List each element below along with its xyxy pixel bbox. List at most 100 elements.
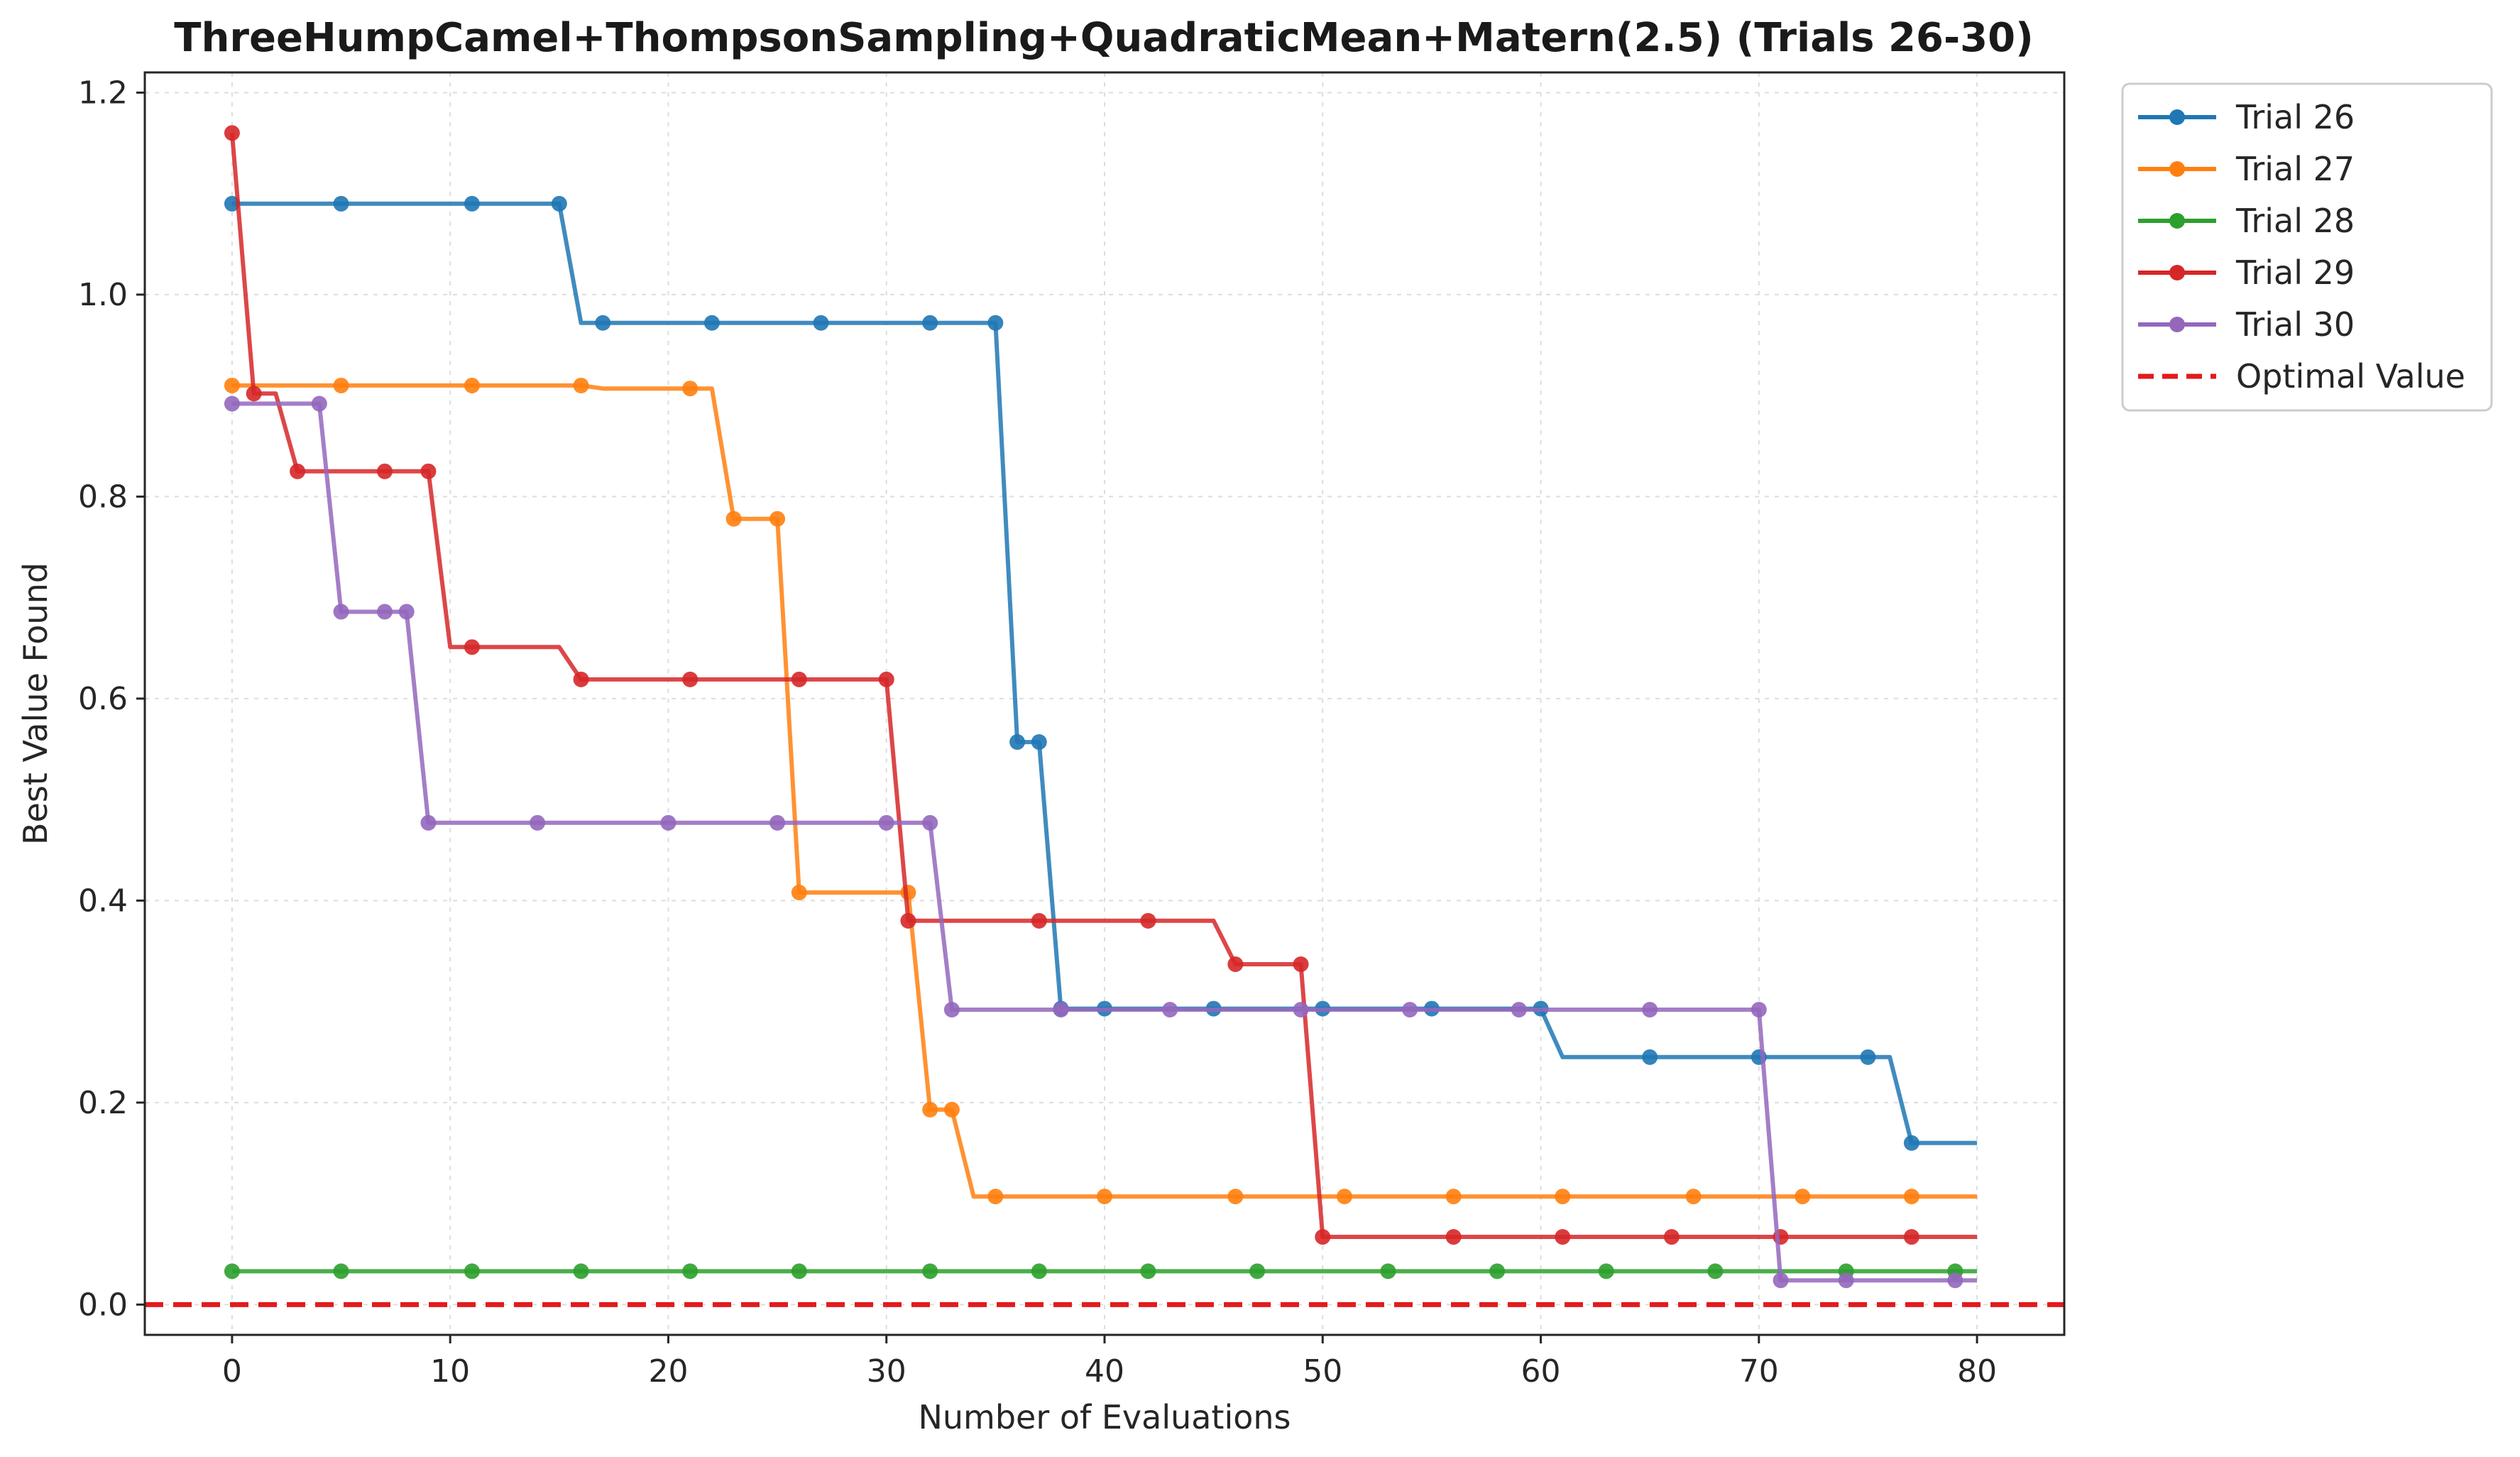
data-point-trial-26 [1860, 1049, 1876, 1065]
x-tick-label: 0 [222, 1353, 242, 1390]
data-point-trial-27 [1337, 1189, 1352, 1205]
y-tick-label: 1.0 [78, 277, 128, 313]
data-point-trial-27 [725, 511, 742, 527]
data-point-trial-27 [943, 1101, 960, 1118]
x-tick-label: 50 [1303, 1353, 1342, 1390]
data-point-trial-27 [573, 377, 589, 393]
y-axis-label: Best Value Found [16, 562, 55, 845]
data-point-trial-27 [333, 377, 349, 393]
legend-item-trial-27: Trial 27 [2138, 150, 2355, 188]
data-point-trial-29 [878, 671, 894, 687]
data-point-trial-28 [682, 1263, 699, 1279]
data-point-trial-30 [1947, 1272, 1963, 1289]
data-point-trial-29 [1315, 1229, 1331, 1245]
legend-item-trial-30: Trial 30 [2138, 305, 2355, 344]
legend-label: Trial 29 [2235, 253, 2355, 292]
data-point-trial-29 [1031, 912, 1047, 929]
series-trial-29 [224, 125, 1978, 1245]
data-point-trial-30 [1402, 1001, 1418, 1017]
legend-label: Trial 30 [2235, 305, 2355, 344]
data-point-trial-29 [246, 386, 262, 402]
data-point-trial-27 [769, 511, 786, 527]
x-tick-label: 30 [867, 1353, 906, 1390]
x-tick-label: 10 [430, 1353, 470, 1390]
x-tick-label: 20 [648, 1353, 688, 1390]
legend-label: Trial 26 [2235, 98, 2355, 136]
chart-title: ThreeHumpCamel+ThompsonSampling+Quadrati… [174, 15, 2033, 61]
data-point-trial-26 [1642, 1049, 1658, 1065]
data-point-trial-26 [1903, 1135, 1919, 1151]
data-point-trial-28 [333, 1263, 349, 1279]
data-point-trial-29 [573, 671, 589, 687]
data-point-trial-28 [464, 1263, 480, 1279]
data-point-trial-27 [1555, 1189, 1571, 1205]
data-point-trial-29 [1663, 1229, 1680, 1245]
x-tick-label: 80 [1957, 1353, 1997, 1390]
series-trial-28 [224, 1263, 1978, 1279]
data-point-trial-30 [1751, 1001, 1767, 1017]
data-point-trial-27 [1227, 1189, 1244, 1205]
y-tick-label: 0.0 [78, 1287, 128, 1323]
data-point-trial-26 [551, 195, 567, 212]
data-point-trial-29 [1903, 1229, 1919, 1245]
data-point-trial-30 [878, 814, 894, 831]
data-point-trial-26 [333, 195, 349, 212]
data-point-trial-30 [398, 604, 415, 620]
data-point-trial-26 [703, 315, 720, 331]
data-point-trial-30 [1773, 1272, 1789, 1289]
legend-label: Trial 27 [2235, 150, 2355, 188]
data-point-trial-30 [377, 604, 393, 620]
legend-items: Trial 26 Trial 27 Trial 28 Trial 29 Trial 30… [2138, 98, 2465, 395]
data-point-trial-30 [1642, 1001, 1658, 1017]
data-point-trial-27 [1685, 1189, 1702, 1205]
data-point-trial-29 [682, 671, 699, 687]
data-point-trial-29 [900, 912, 916, 929]
data-point-trial-29 [1445, 1229, 1462, 1245]
data-point-trial-27 [922, 1101, 938, 1118]
data-point-trial-28 [1598, 1263, 1614, 1279]
data-point-trial-26 [464, 195, 480, 212]
data-point-trial-30 [1293, 1001, 1309, 1017]
y-tick-label: 0.6 [78, 681, 128, 717]
x-tick-label: 70 [1739, 1353, 1779, 1390]
legend-marker [2169, 265, 2185, 280]
data-point-trial-30 [1511, 1001, 1527, 1017]
data-point-trial-27 [1097, 1189, 1112, 1205]
data-point-trial-26 [1009, 734, 1026, 751]
legend-item-trial-29: Trial 29 [2138, 253, 2355, 292]
y-tick-label: 1.2 [78, 75, 128, 111]
x-tick-label: 40 [1085, 1353, 1124, 1390]
grid-lines [145, 72, 2064, 1335]
data-point-trial-28 [922, 1263, 938, 1279]
y-tick-label: 0.4 [78, 883, 128, 919]
legend-marker [2169, 213, 2185, 229]
data-point-trial-27 [987, 1189, 1004, 1205]
legend-label: Trial 28 [2235, 202, 2355, 240]
data-point-trial-27 [1903, 1189, 1919, 1205]
legend-item-optimal-value: Optimal Value [2138, 357, 2465, 395]
legend-marker [2169, 317, 2185, 332]
legend: Trial 26 Trial 27 Trial 28 Trial 29 Trial 30… [2121, 82, 2493, 412]
data-point-trial-27 [224, 377, 240, 393]
data-point-trial-29 [290, 463, 306, 479]
data-point-trial-26 [922, 315, 938, 331]
x-axis-ticks: 0 10 20 30 40 50 60 70 80 [222, 1335, 1997, 1390]
data-point-trial-28 [1031, 1263, 1047, 1279]
data-point-trial-28 [1140, 1263, 1156, 1279]
series-trial-27 [224, 377, 1978, 1205]
data-point-trial-27 [1795, 1189, 1811, 1205]
legend-label: Optimal Value [2236, 357, 2465, 395]
data-point-trial-29 [791, 671, 807, 687]
y-axis-ticks: 0.0 0.2 0.4 0.6 0.8 1.0 1.2 [78, 75, 145, 1323]
series-layer [224, 125, 1978, 1289]
data-point-trial-29 [1227, 956, 1244, 972]
data-point-trial-28 [1380, 1263, 1396, 1279]
data-point-trial-30 [333, 604, 349, 620]
data-point-trial-28 [1489, 1263, 1506, 1279]
legend-item-trial-26: Trial 26 [2138, 98, 2355, 136]
legend-item-trial-28: Trial 28 [2138, 202, 2355, 240]
legend-marker [2169, 161, 2185, 177]
data-point-trial-30 [769, 814, 786, 831]
data-point-trial-30 [311, 395, 327, 412]
